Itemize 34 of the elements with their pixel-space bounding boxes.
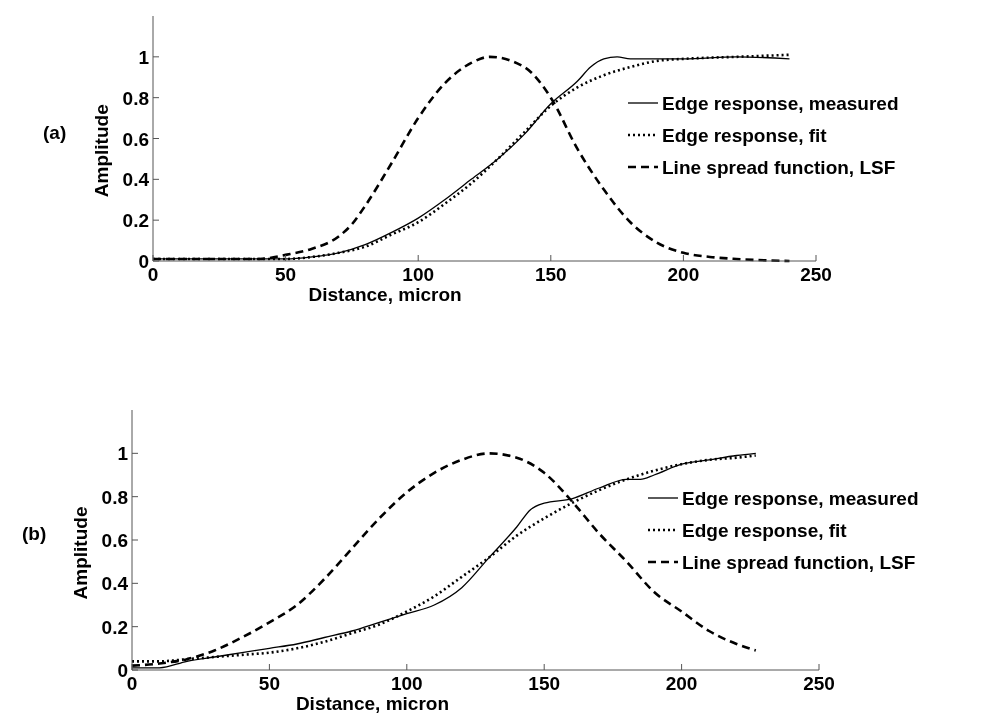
y-tick-label: 0 <box>138 251 149 272</box>
y-tick-label: 0.8 <box>101 486 128 508</box>
x-tick-label: 200 <box>667 264 700 285</box>
x-axis-title: Distance, micron <box>295 693 449 714</box>
text: (a) <box>43 121 67 143</box>
y-tick-label: 0.8 <box>122 87 149 109</box>
text: (b) <box>22 523 47 544</box>
x-tick-label: 250 <box>803 673 835 694</box>
x-tick-label: 50 <box>258 673 280 694</box>
y-tick-label: 1 <box>117 443 129 465</box>
y-tick-label: 0 <box>117 660 128 681</box>
y-tick-label: 0.4 <box>122 169 150 191</box>
y-axis-title: Amplitude <box>70 506 91 600</box>
legend-label: Edge response, fit <box>682 520 848 541</box>
x-tick-label: 150 <box>534 264 567 285</box>
legend-label: Edge response, measured <box>682 488 919 509</box>
x-tick-label: 150 <box>528 673 561 694</box>
x-tick-label: 100 <box>390 673 423 694</box>
y-tick-label: 0.4 <box>101 573 129 595</box>
legend-label: Line spread function, LSF <box>662 157 896 178</box>
legend-label: Line spread function, LSF <box>682 552 916 573</box>
x-tick-label: 250 <box>800 264 832 285</box>
x-tick-label: 200 <box>665 673 698 694</box>
y-tick-label: 0.2 <box>122 210 149 232</box>
y-tick-label: 1 <box>138 46 150 68</box>
legend-label: Edge response, measured <box>662 93 899 114</box>
y-tick-label: 0.2 <box>101 616 128 638</box>
x-tick-label: 100 <box>402 264 435 285</box>
x-axis-title: Distance, micron <box>308 284 462 305</box>
y-tick-label: 0.6 <box>101 530 128 551</box>
y-tick-label: 0.6 <box>122 128 149 150</box>
y-axis-title: Amplitude <box>91 104 112 198</box>
legend-label: Edge response, fit <box>662 125 828 146</box>
x-tick-label: 50 <box>275 264 297 285</box>
